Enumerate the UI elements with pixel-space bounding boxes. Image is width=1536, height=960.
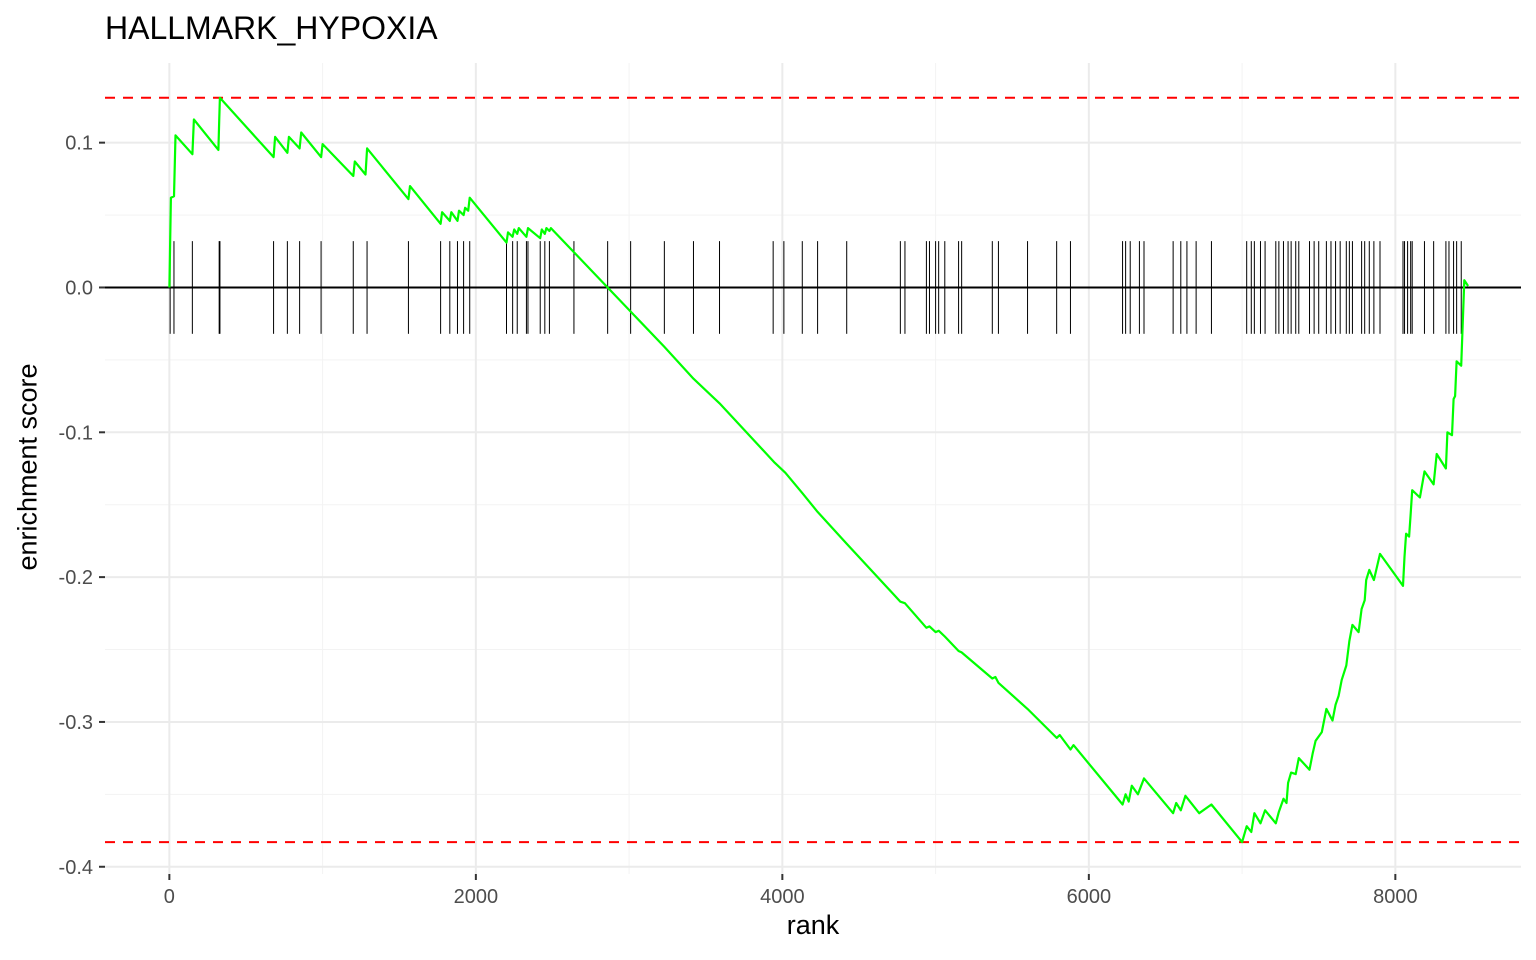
y-tick-label: 0.0 (65, 277, 93, 299)
y-axis-title: enrichment score (12, 363, 43, 571)
reference-lines (105, 96, 1521, 844)
y-tick-label: -0.4 (59, 857, 93, 879)
gene-hit-ticks (169, 241, 1462, 334)
x-axis: 0 2000 4000 6000 8000 (164, 874, 1418, 908)
enrichment-curve (168, 96, 1470, 844)
x-tick-label: 8000 (1373, 886, 1418, 908)
y-axis: -0.4 -0.3 -0.2 -0.1 0.0 0.1 (59, 133, 105, 879)
x-tick-label: 2000 (454, 886, 499, 908)
chart-title: HALLMARK_HYPOXIA (105, 10, 438, 46)
grid-lines (105, 63, 1521, 874)
y-tick-label: 0.1 (65, 133, 93, 155)
x-tick-label: 4000 (760, 886, 805, 908)
x-axis-title: rank (786, 910, 840, 940)
y-tick-label: -0.1 (59, 422, 93, 444)
x-tick-label: 0 (164, 886, 175, 908)
enrichment-curve-layer (168, 96, 1470, 844)
x-tick-label: 6000 (1067, 886, 1112, 908)
y-tick-label: -0.3 (59, 712, 93, 734)
y-tick-label: -0.2 (59, 567, 93, 589)
